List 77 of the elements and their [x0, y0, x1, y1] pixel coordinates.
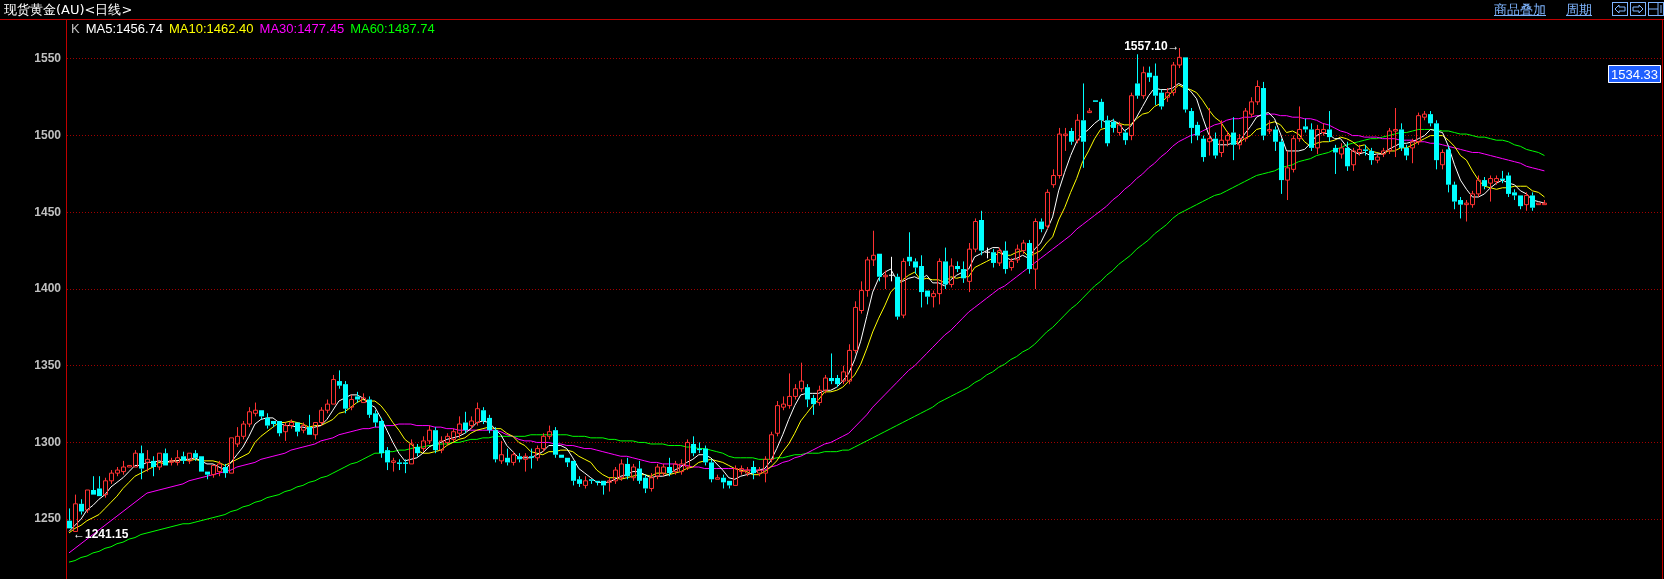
- candlestick: [433, 426, 438, 454]
- candlestick: [751, 460, 756, 480]
- text: 商品叠加: [1494, 1, 1546, 19]
- candlestick: [1327, 110, 1332, 143]
- candlestick: [888, 256, 895, 282]
- candlestick: [991, 248, 996, 269]
- text: MA60:1487.74: [350, 20, 435, 36]
- text: 1534.33: [1611, 66, 1659, 82]
- candlestick: [1231, 116, 1236, 161]
- y-tick-label: 1450: [34, 204, 62, 219]
- candlestick: [1524, 191, 1529, 212]
- candlestick: [1033, 217, 1038, 290]
- candlestick: [493, 426, 498, 463]
- candlestick: [145, 449, 150, 473]
- candlestick: [1399, 122, 1404, 152]
- candlestick: [553, 426, 558, 459]
- candlestick: [1518, 195, 1523, 210]
- annotation: 1557.10→: [1124, 39, 1180, 54]
- candlestick: [1267, 119, 1272, 135]
- candlestick: [355, 391, 360, 404]
- candlestick: [1482, 176, 1487, 190]
- candlestick: [1201, 135, 1206, 163]
- text: MA30:1477.45: [259, 20, 345, 36]
- candlestick: [415, 443, 420, 457]
- candlestick: [1003, 240, 1008, 275]
- candlestick: [139, 445, 144, 480]
- y-tick-label: 1350: [34, 358, 62, 373]
- text: MA5:1456.74: [85, 20, 164, 36]
- candlestick: [463, 411, 468, 434]
- candlestick: [895, 273, 900, 321]
- candlestick: [883, 270, 888, 290]
- candlestick: [79, 498, 84, 516]
- candlestick: [1039, 217, 1044, 233]
- candlestick: [1213, 132, 1218, 160]
- candlestick: [223, 463, 228, 479]
- candlestick: [961, 260, 966, 284]
- candlestick: [709, 458, 714, 483]
- candlestick: [1446, 145, 1451, 193]
- y-tick-label: 1400: [34, 281, 62, 296]
- candlestick: [1273, 125, 1278, 152]
- candlestick: [151, 455, 156, 477]
- candlestick: [1530, 191, 1535, 212]
- candlestick: [1123, 128, 1128, 146]
- candlestick: [529, 448, 534, 470]
- legend-title: K: [71, 20, 80, 36]
- candlestick: [1135, 53, 1140, 100]
- candlestick: [1099, 98, 1104, 129]
- candlestick: [1069, 127, 1074, 146]
- candlestick: [1261, 81, 1266, 141]
- y-tick-label: 1300: [34, 434, 62, 449]
- candlestick: [1369, 147, 1374, 166]
- candlestick: [1363, 144, 1368, 157]
- text: MA10:1462.40: [169, 20, 254, 36]
- candlestick: [625, 457, 630, 480]
- candlestick: [943, 247, 948, 290]
- chart-title: 现货黄金(AU)<日线>: [4, 1, 133, 19]
- candlestick: [1081, 82, 1086, 169]
- candlestick: [1303, 118, 1308, 134]
- candlestick: [955, 260, 960, 273]
- y-tick-label: 1550: [34, 51, 62, 66]
- y-tick-label: 1250: [34, 511, 62, 526]
- candlestick: [67, 507, 72, 529]
- candlestick: [979, 210, 984, 256]
- candlestick: [1428, 110, 1433, 127]
- candlestick: [1009, 257, 1014, 272]
- candlestick: [391, 457, 396, 473]
- candlestick: [1279, 138, 1284, 195]
- candlestick: [517, 452, 522, 463]
- candlestick: [523, 452, 528, 473]
- candlestick: [1345, 141, 1350, 172]
- candlestick: [1027, 239, 1032, 275]
- candlestick: [667, 457, 672, 477]
- y-tick-label: 1500: [34, 127, 62, 142]
- candlestick: [1434, 119, 1439, 170]
- text: 周期: [1566, 1, 1592, 19]
- candlestick: [1309, 122, 1314, 152]
- candlestick: [1207, 107, 1212, 157]
